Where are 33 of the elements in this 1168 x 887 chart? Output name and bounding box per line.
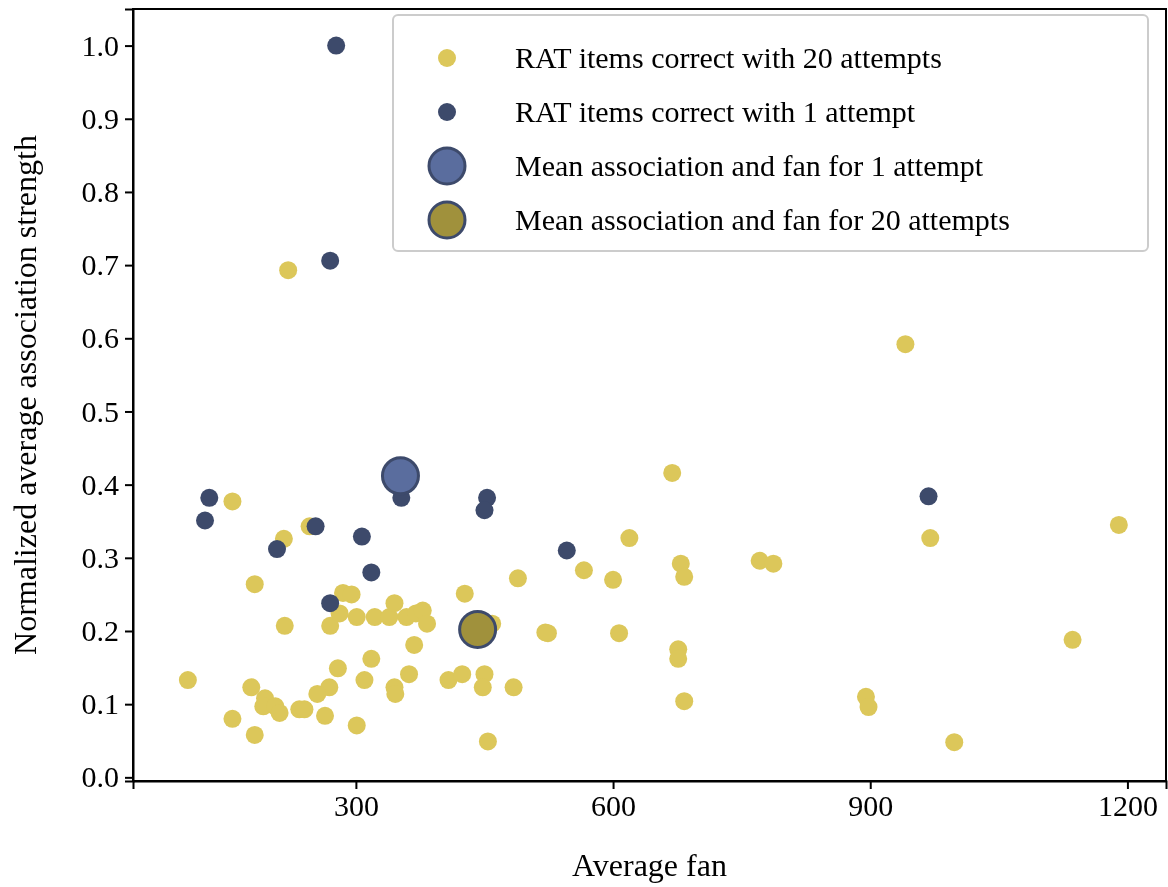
y-tick-label: 0.0	[81, 760, 119, 794]
legend-label: RAT items correct with 1 attempt	[515, 95, 916, 128]
y-tick-label: 0.7	[81, 248, 119, 282]
y-tick-label: 0.3	[81, 540, 119, 574]
point	[352, 527, 371, 546]
y-tick-label: 0.8	[81, 175, 119, 209]
x-tick-label: 300	[333, 789, 379, 823]
x-axis-title: Average fan	[572, 847, 727, 883]
y-tick-label: 0.2	[81, 614, 119, 648]
point	[196, 511, 215, 530]
y-tick-label: 0.5	[81, 394, 119, 428]
point	[475, 501, 494, 520]
point	[557, 541, 576, 560]
y-tick-label: 1.0	[81, 28, 119, 62]
x-tick-label: 900	[848, 789, 894, 823]
point	[200, 488, 219, 507]
x-tick-label: 600	[591, 789, 637, 823]
legend-label: Mean association and fan for 1 attempt	[515, 149, 984, 182]
point	[306, 517, 325, 536]
point	[321, 251, 340, 270]
x-tick-label: 1200	[1097, 789, 1158, 823]
legend-label: Mean association and fan for 20 attempts	[515, 203, 1010, 236]
y-tick-label: 0.4	[81, 467, 119, 501]
point	[362, 563, 381, 582]
point	[327, 36, 346, 55]
y-axis-title: Normalized average association strength	[7, 135, 43, 655]
point	[268, 540, 287, 559]
y-tick-label: 0.6	[81, 321, 119, 355]
legend-label: RAT items correct with 20 attempts	[515, 41, 942, 74]
point	[321, 594, 340, 613]
point	[919, 487, 938, 506]
y-tick-label: 0.9	[81, 101, 119, 135]
y-tick-label: 0.1	[81, 687, 119, 721]
